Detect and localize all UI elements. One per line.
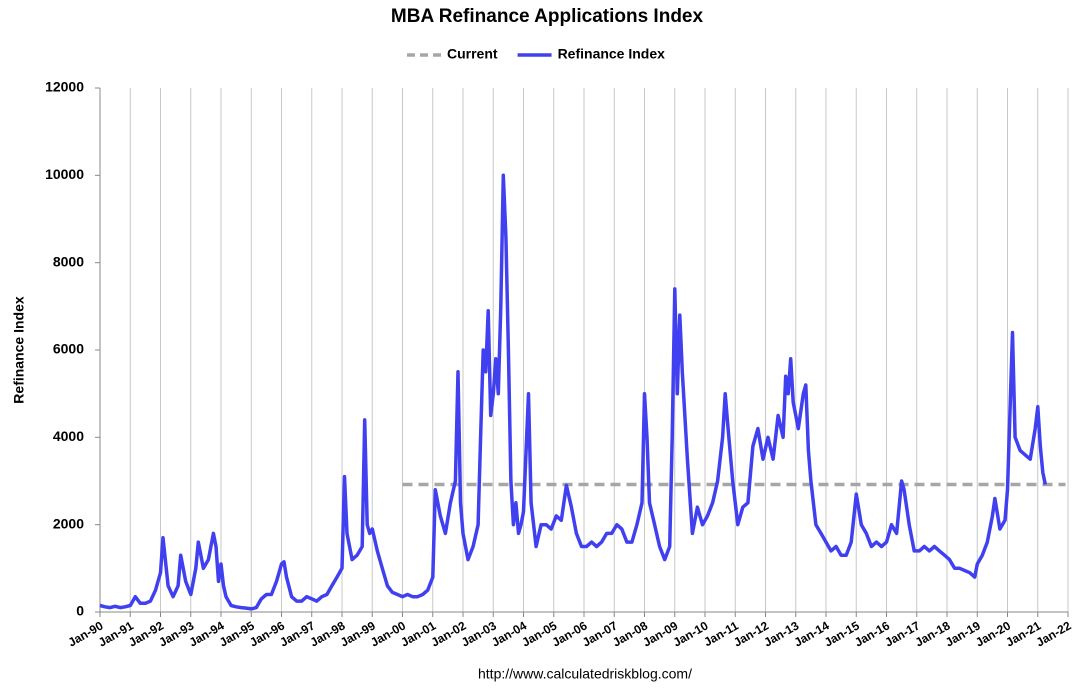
source: http://www.calculatedriskblog.com/ [478,666,692,682]
y-tick-label: 8000 [53,253,84,269]
y-tick-label: 0 [76,603,84,619]
y-tick-label: 2000 [53,515,84,531]
y-tick-label: 10000 [45,166,84,182]
y-tick-label: 6000 [53,341,84,357]
y-axis-label: Refinance Index [11,296,27,404]
legend-label: Refinance Index [558,46,666,62]
legend-label: Current [447,46,498,62]
series-line [99,173,1048,611]
chart-title: MBA Refinance Applications Index [391,6,704,27]
y-tick-label: 12000 [45,79,84,95]
y-tick-label: 4000 [53,428,84,444]
